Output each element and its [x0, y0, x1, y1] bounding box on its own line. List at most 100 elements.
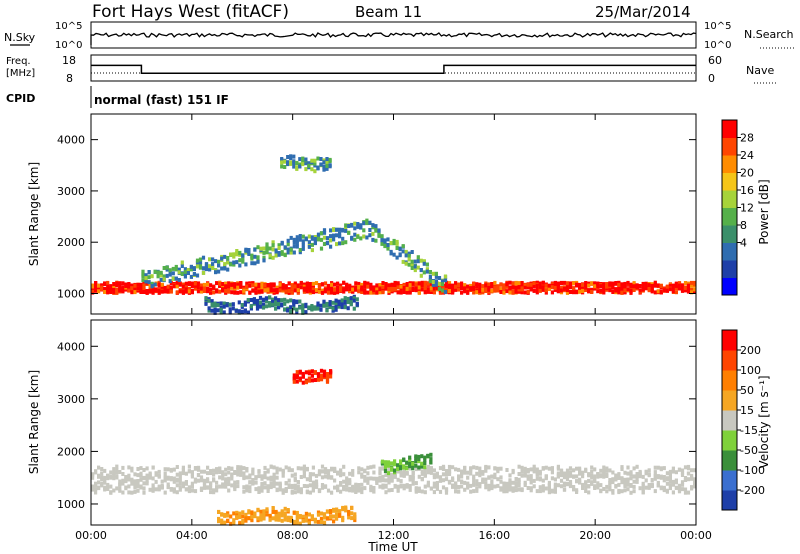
data-cell	[690, 287, 694, 292]
data-cell	[159, 277, 163, 282]
data-cell	[514, 285, 518, 290]
data-cell	[184, 289, 188, 294]
data-cell	[532, 464, 536, 469]
data-cell	[287, 289, 291, 293]
data-cell	[316, 512, 321, 517]
data-cell	[215, 289, 219, 294]
data-cell	[338, 241, 342, 246]
data-cell	[523, 480, 527, 485]
data-cell	[632, 466, 636, 471]
data-cell	[363, 290, 367, 295]
data-cell	[644, 485, 648, 490]
data-cell	[408, 458, 412, 463]
data-cell	[295, 373, 299, 378]
data-cell	[686, 490, 691, 495]
freq-label-line1: Freq.	[6, 56, 31, 67]
data-cell	[390, 461, 394, 466]
data-cell	[617, 490, 621, 495]
data-cell	[292, 306, 296, 311]
data-cell	[617, 472, 621, 477]
data-cell	[505, 289, 509, 294]
data-cell	[280, 158, 284, 163]
data-cell	[296, 290, 300, 295]
data-cell	[399, 288, 403, 293]
data-cell	[444, 490, 449, 495]
data-cell	[251, 283, 255, 288]
data-cell	[139, 473, 143, 478]
data-cell	[417, 285, 421, 290]
data-cell	[103, 287, 107, 291]
data-cell	[251, 481, 255, 486]
data-cell	[124, 486, 128, 491]
data-cell	[269, 288, 273, 293]
data-cell	[316, 377, 321, 382]
data-cell	[175, 472, 179, 477]
data-cell	[425, 269, 429, 274]
data-cell	[178, 487, 182, 492]
data-cell	[214, 259, 218, 264]
data-cell	[541, 484, 545, 489]
data-cell	[215, 281, 219, 286]
data-cell	[190, 481, 194, 486]
ytick-label: 3000	[57, 393, 85, 406]
data-cell	[237, 309, 241, 314]
data-cell	[319, 303, 323, 308]
data-cell	[249, 298, 253, 302]
data-cell	[238, 258, 242, 263]
data-cell	[106, 280, 110, 285]
data-cell	[508, 487, 512, 492]
data-cell	[339, 285, 343, 290]
data-cell	[130, 283, 134, 288]
data-cell	[614, 281, 618, 285]
data-cell	[148, 475, 152, 480]
data-cell	[301, 518, 305, 523]
data-cell	[216, 308, 220, 313]
data-cell	[389, 241, 393, 245]
data-cell	[313, 169, 317, 174]
data-cell	[100, 467, 104, 471]
data-cell	[121, 472, 125, 476]
data-cell	[665, 477, 669, 482]
data-cell	[484, 481, 488, 486]
data-cell	[565, 281, 570, 286]
data-cell	[169, 487, 173, 491]
data-cell	[310, 378, 314, 383]
data-cell	[323, 474, 328, 479]
data-cell	[336, 488, 340, 493]
noise-right-tick-bottom: 10^0	[704, 40, 731, 51]
data-cell	[447, 289, 452, 293]
data-cell	[277, 252, 281, 257]
data-cell	[428, 279, 432, 284]
data-cell	[244, 247, 248, 252]
ytick-label: 4000	[57, 340, 85, 353]
data-cell	[229, 514, 233, 519]
data-cell	[416, 265, 420, 270]
data-cell	[248, 485, 252, 490]
date-label: 25/Mar/2014	[595, 3, 691, 21]
data-cell	[284, 465, 288, 470]
data-cell	[378, 290, 382, 295]
data-cell	[553, 484, 557, 489]
data-cell	[145, 290, 149, 295]
data-cell	[514, 488, 518, 493]
data-cell	[181, 284, 185, 289]
data-cell	[313, 237, 317, 241]
data-cell	[399, 466, 403, 471]
data-cell	[241, 257, 245, 262]
data-cell	[91, 290, 95, 295]
data-cell	[301, 159, 305, 164]
data-cell	[305, 484, 309, 489]
data-cell	[178, 481, 182, 486]
data-cell	[420, 476, 424, 481]
data-cell	[127, 282, 131, 286]
data-cell	[236, 290, 240, 295]
data-cell	[221, 473, 225, 478]
data-cell	[109, 290, 113, 294]
data-cell	[353, 232, 357, 237]
data-cell	[368, 220, 372, 225]
data-cell	[641, 287, 645, 292]
data-cell	[454, 284, 458, 289]
data-cell	[253, 254, 257, 259]
data-cell	[526, 289, 530, 294]
data-cell	[298, 299, 302, 304]
